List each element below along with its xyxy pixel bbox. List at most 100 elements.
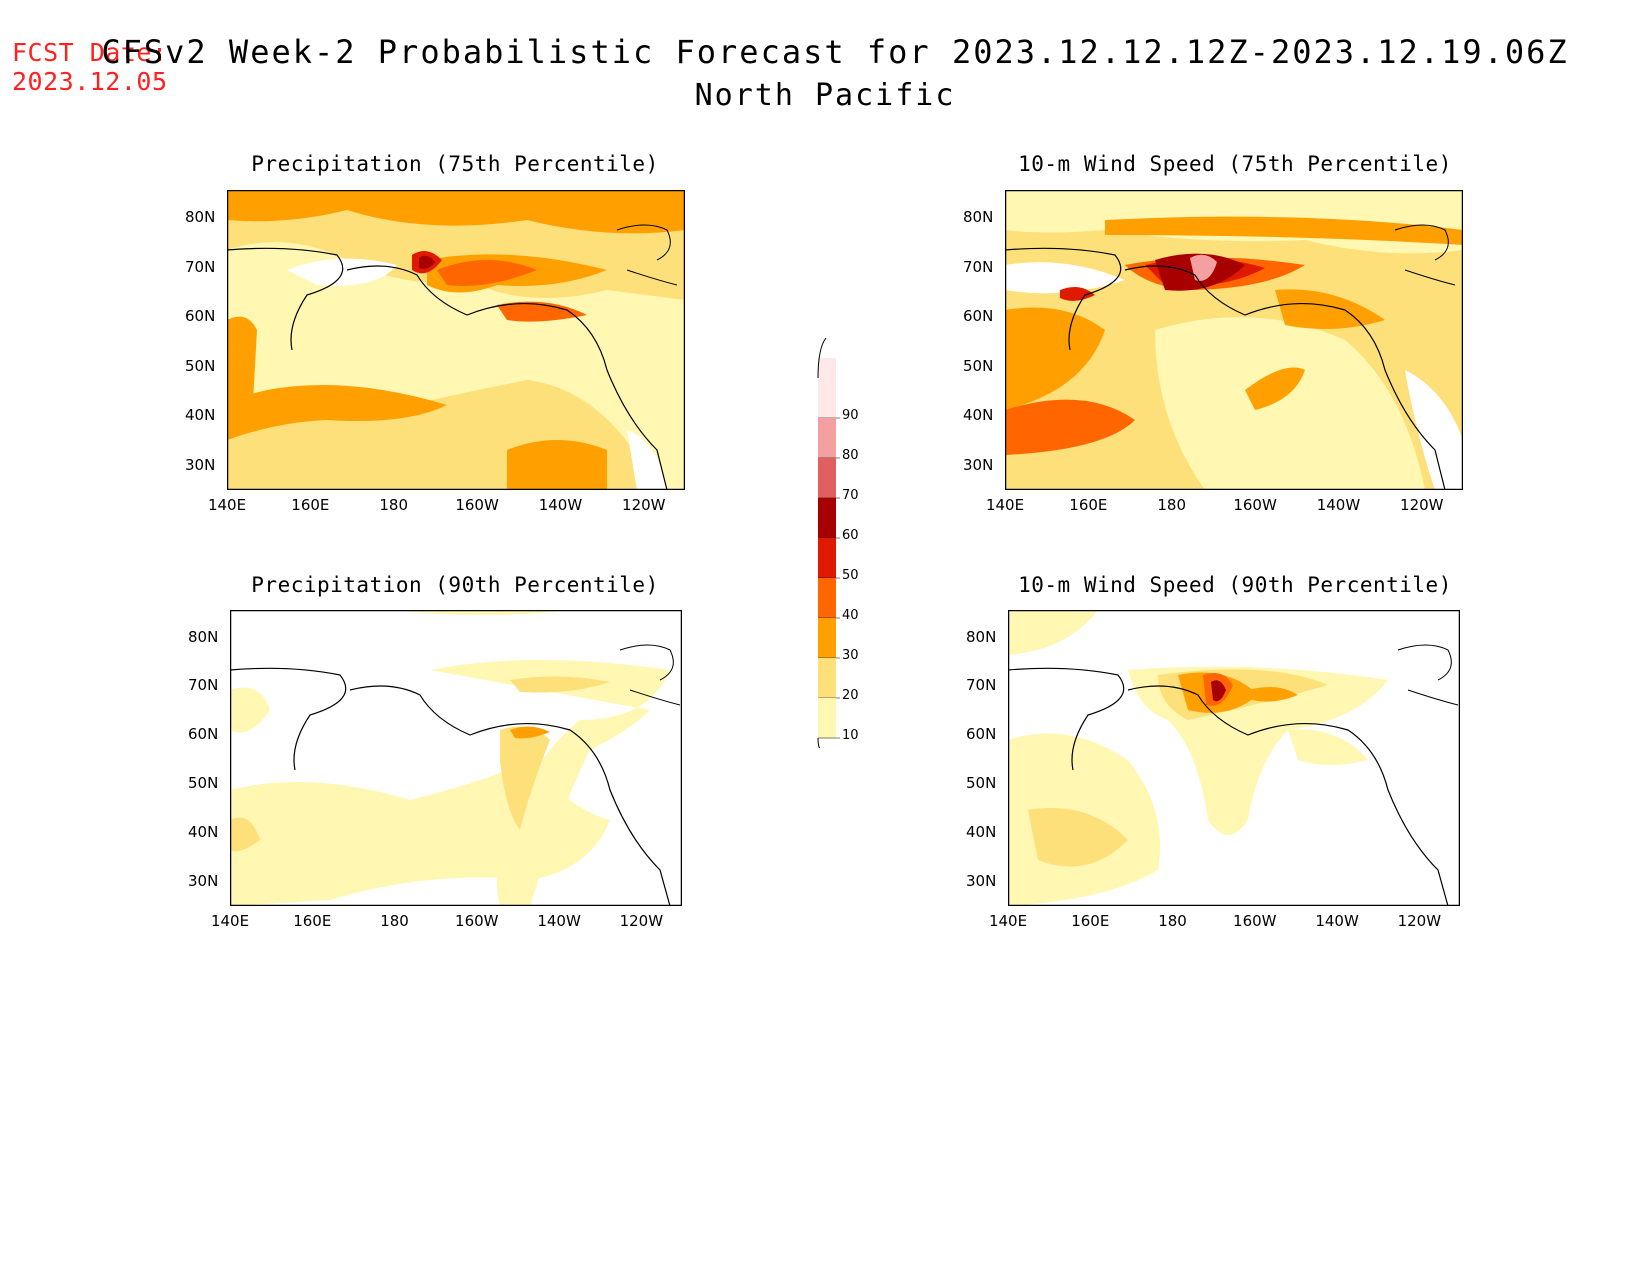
- shade-orange: [510, 726, 550, 739]
- shade-pale: [1288, 729, 1368, 765]
- lat-tick-label: 60N: [188, 725, 219, 744]
- map-border: [227, 190, 685, 490]
- coastline: [1397, 644, 1459, 706]
- colorbar-label: 60: [842, 528, 859, 543]
- lat-tick-label: 50N: [185, 356, 216, 375]
- page-subtitle: North Pacific: [694, 78, 956, 113]
- shade-red-orange: [497, 301, 587, 322]
- lat-tick-label: 40N: [966, 823, 997, 841]
- shade-orange: [1005, 307, 1105, 410]
- panel-title-wind-90: 10-m Wind Speed (90th Percentile): [1018, 573, 1452, 597]
- colorbar-label: 30: [842, 648, 859, 663]
- shade-orange: [1248, 686, 1298, 702]
- panel-title-wind-75: 10-m Wind Speed (75th Percentile): [1018, 152, 1452, 176]
- lon-tick-label: 160E: [291, 496, 330, 514]
- map-wind-90: [1008, 610, 1460, 906]
- lon-tick-label: 180: [379, 496, 409, 514]
- lat-tick-label: 80N: [185, 208, 216, 226]
- lon-tick-label: 140E: [985, 496, 1025, 514]
- map-precip-75: [227, 190, 685, 490]
- shade-orange: [227, 190, 685, 234]
- lon-tick-label: 140W: [537, 912, 581, 930]
- lat-tick-label: 30N: [963, 455, 994, 474]
- colorbar-bottom-cap: [817, 737, 824, 748]
- colorbar-label: 50: [842, 568, 859, 583]
- lat-tick-label: 50N: [963, 356, 994, 375]
- lon-tick-label: 180: [1157, 496, 1187, 514]
- lat-tick-label: 70N: [185, 257, 216, 276]
- lon-tick-label: 160E: [293, 912, 332, 930]
- panel-title-precip-75: Precipitation (75th Percentile): [251, 152, 659, 176]
- lon-tick-label: 160W: [1233, 912, 1277, 930]
- coastline: [1005, 247, 1122, 351]
- colorbar-swatch: [818, 538, 836, 578]
- lon-tick-label: 160W: [455, 496, 499, 514]
- colorbar-swatch: [818, 358, 836, 418]
- shade-red-orange: [1005, 399, 1135, 455]
- lat-tick-label: 30N: [185, 455, 216, 474]
- colorbar-label: 10: [842, 728, 859, 743]
- shade-orange: [1275, 289, 1385, 329]
- lat-tick-label: 30N: [966, 871, 997, 890]
- shade-orange: [1105, 216, 1463, 245]
- shade-yellow: [1028, 808, 1128, 867]
- lon-tick-label: 180: [1158, 912, 1187, 930]
- shade-red: [1060, 286, 1095, 301]
- lon-tick-label: 160E: [1069, 496, 1108, 514]
- lon-tick-label: 140W: [1316, 496, 1361, 514]
- colorbar-swatch: [818, 698, 836, 738]
- lon-tick-label: 160W: [455, 912, 499, 930]
- lon-tick-label: 120W: [1397, 912, 1442, 930]
- lat-tick-label: 80N: [966, 627, 997, 646]
- coastline: [1008, 667, 1125, 771]
- shade-yellow: [230, 817, 260, 852]
- shade-pink: [1190, 254, 1217, 281]
- coastline: [1127, 685, 1449, 906]
- shade-pale: [430, 660, 670, 906]
- map-border: [1005, 190, 1463, 490]
- colorbar-label: 20: [842, 688, 859, 703]
- lat-tick-label: 80N: [188, 627, 219, 646]
- map-border: [1008, 610, 1460, 906]
- coastline: [619, 644, 681, 706]
- lon-tick-label: 140E: [210, 912, 250, 930]
- shade-pale: [1008, 610, 1098, 655]
- coastline: [349, 685, 671, 906]
- colorbar-label: 70: [842, 488, 859, 503]
- shade-pale: [367, 323, 487, 382]
- lat-tick-label: 40N: [188, 823, 219, 841]
- lat-tick-label: 60N: [966, 725, 997, 744]
- shade-orange: [227, 316, 257, 430]
- shade-orange: [507, 440, 607, 490]
- shade-orange: [227, 385, 447, 440]
- lat-tick-label: 80N: [963, 208, 994, 226]
- lon-tick-label: 140E: [988, 912, 1028, 930]
- lon-tick-label: 140W: [1315, 912, 1359, 930]
- fcst-date-value: 2023.12.05: [12, 67, 168, 96]
- lat-tick-label: 30N: [188, 871, 219, 890]
- lon-tick-label: 120W: [1400, 496, 1444, 514]
- fcst-date-block: FCST Date: 2023.12.05: [12, 38, 168, 96]
- coastline: [346, 265, 668, 490]
- shade-white: [1005, 262, 1125, 294]
- shade-pale: [230, 687, 270, 733]
- colorbar-label: 80: [842, 448, 859, 463]
- coastline: [1394, 224, 1456, 286]
- panel-title-precip-90: Precipitation (90th Percentile): [251, 573, 659, 597]
- lon-tick-label: 180: [380, 912, 409, 930]
- lat-tick-label: 50N: [188, 774, 219, 793]
- lat-tick-label: 70N: [188, 676, 219, 695]
- lat-tick-label: 40N: [185, 406, 216, 424]
- shade-dark-red: [419, 255, 435, 270]
- shade-white: [627, 430, 667, 490]
- map-wind-75: [1005, 190, 1463, 490]
- coastline: [1124, 265, 1446, 490]
- shade-dark-red: [1211, 680, 1226, 702]
- shade-yellow: [510, 676, 610, 693]
- lat-tick-label: 60N: [185, 307, 216, 325]
- colorbar-swatch: [818, 618, 836, 658]
- coastline: [230, 667, 347, 771]
- colorbar-graphic: [817, 338, 840, 748]
- colorbar-swatch: [818, 418, 836, 458]
- colorbar-label: 40: [842, 608, 859, 623]
